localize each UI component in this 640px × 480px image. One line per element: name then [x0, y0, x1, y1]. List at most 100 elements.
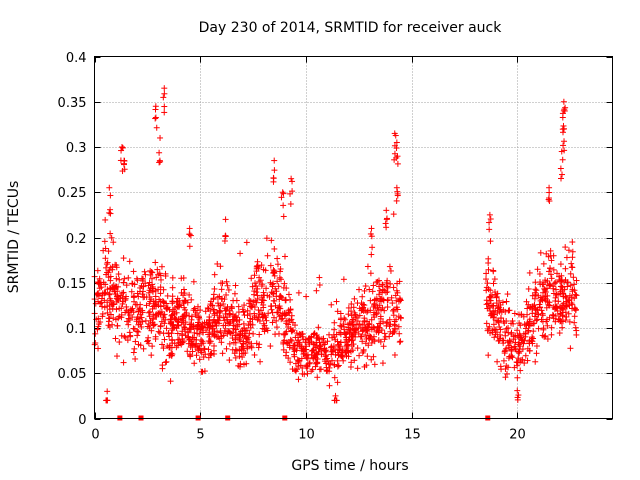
- data-point: [114, 353, 121, 360]
- data-point: [359, 293, 366, 300]
- data-point: [533, 343, 540, 350]
- data-point: [542, 289, 549, 296]
- data-point: [190, 278, 197, 285]
- data-point: [211, 310, 218, 317]
- data-point: [157, 303, 164, 310]
- y-tick-label: 0.35: [58, 96, 87, 111]
- data-point: [217, 302, 224, 309]
- data-point: [568, 260, 575, 267]
- data-point: [326, 382, 333, 389]
- data-point: [217, 328, 224, 335]
- data-point: [230, 325, 237, 332]
- data-point: [517, 332, 524, 339]
- plot-frame: [94, 56, 613, 419]
- data-point: [541, 333, 548, 340]
- data-point: [276, 305, 283, 312]
- data-points: [91, 85, 580, 421]
- data-point: [289, 178, 296, 185]
- data-point: [387, 280, 394, 287]
- data-point: [361, 315, 368, 322]
- data-point: [534, 266, 541, 273]
- data-point: [483, 276, 490, 283]
- data-point: [187, 352, 194, 359]
- data-point: [375, 277, 382, 284]
- data-point: [503, 298, 510, 305]
- data-point: [488, 292, 495, 299]
- data-point: [548, 257, 555, 264]
- data-point: [279, 189, 286, 196]
- data-point: [348, 312, 355, 319]
- data-point: [552, 286, 559, 293]
- data-point: [544, 316, 551, 323]
- data-point: [293, 330, 300, 337]
- data-point: [571, 287, 578, 294]
- data-point: [315, 324, 322, 331]
- data-point: [364, 318, 371, 325]
- data-point: [211, 285, 218, 292]
- data-point: [251, 272, 258, 279]
- data-point: [520, 340, 527, 347]
- data-point: [163, 358, 170, 365]
- data-point: [339, 354, 346, 361]
- data-point: [280, 340, 287, 347]
- data-point: [114, 322, 121, 329]
- data-point: [280, 202, 287, 209]
- data-point: [209, 323, 216, 330]
- data-point: [217, 280, 224, 287]
- data-point: [157, 311, 164, 318]
- data-point: [569, 239, 576, 246]
- data-point: [526, 269, 533, 276]
- data-point: [487, 312, 494, 319]
- data-point: [397, 314, 404, 321]
- data-point: [368, 356, 375, 363]
- data-point: [157, 290, 164, 297]
- data-point: [199, 338, 206, 345]
- data-point: [303, 352, 310, 359]
- data-point: [368, 251, 375, 258]
- data-point: [496, 323, 503, 330]
- data-point: [160, 94, 167, 101]
- data-point: [292, 334, 299, 341]
- data-point: [274, 278, 281, 285]
- data-point: [276, 330, 283, 337]
- data-point: [240, 338, 247, 345]
- data-point: [191, 329, 198, 336]
- data-point: [160, 286, 167, 293]
- data-point: [368, 339, 375, 346]
- data-point: [571, 319, 578, 326]
- data-point: [371, 297, 378, 304]
- data-point: [211, 271, 218, 278]
- data-point: [193, 352, 200, 359]
- data-point: [552, 298, 559, 305]
- data-point: [377, 295, 384, 302]
- data-point: [207, 338, 214, 345]
- data-point: [291, 342, 298, 349]
- data-point: [524, 305, 531, 312]
- data-point: [495, 304, 502, 311]
- data-point: [359, 338, 366, 345]
- data-point: [175, 319, 182, 326]
- data-point: [98, 299, 105, 306]
- data-point: [166, 344, 173, 351]
- data-point: [314, 355, 321, 362]
- data-point: [364, 328, 371, 335]
- data-point: [393, 306, 400, 313]
- data-point: [120, 160, 127, 167]
- data-point: [532, 310, 539, 317]
- data-point: [237, 250, 244, 257]
- data-point: [244, 336, 251, 343]
- data-point: [104, 309, 111, 316]
- data-point: [156, 149, 163, 156]
- data-point: [547, 282, 554, 289]
- data-point: [263, 235, 270, 242]
- data-point: [241, 302, 248, 309]
- data-point: [211, 318, 218, 325]
- data-point: [280, 346, 287, 353]
- data-point: [387, 321, 394, 328]
- data-point: [118, 311, 125, 318]
- data-point: [196, 315, 203, 322]
- data-point: [524, 311, 531, 318]
- data-point: [202, 351, 209, 358]
- data-point: [253, 289, 260, 296]
